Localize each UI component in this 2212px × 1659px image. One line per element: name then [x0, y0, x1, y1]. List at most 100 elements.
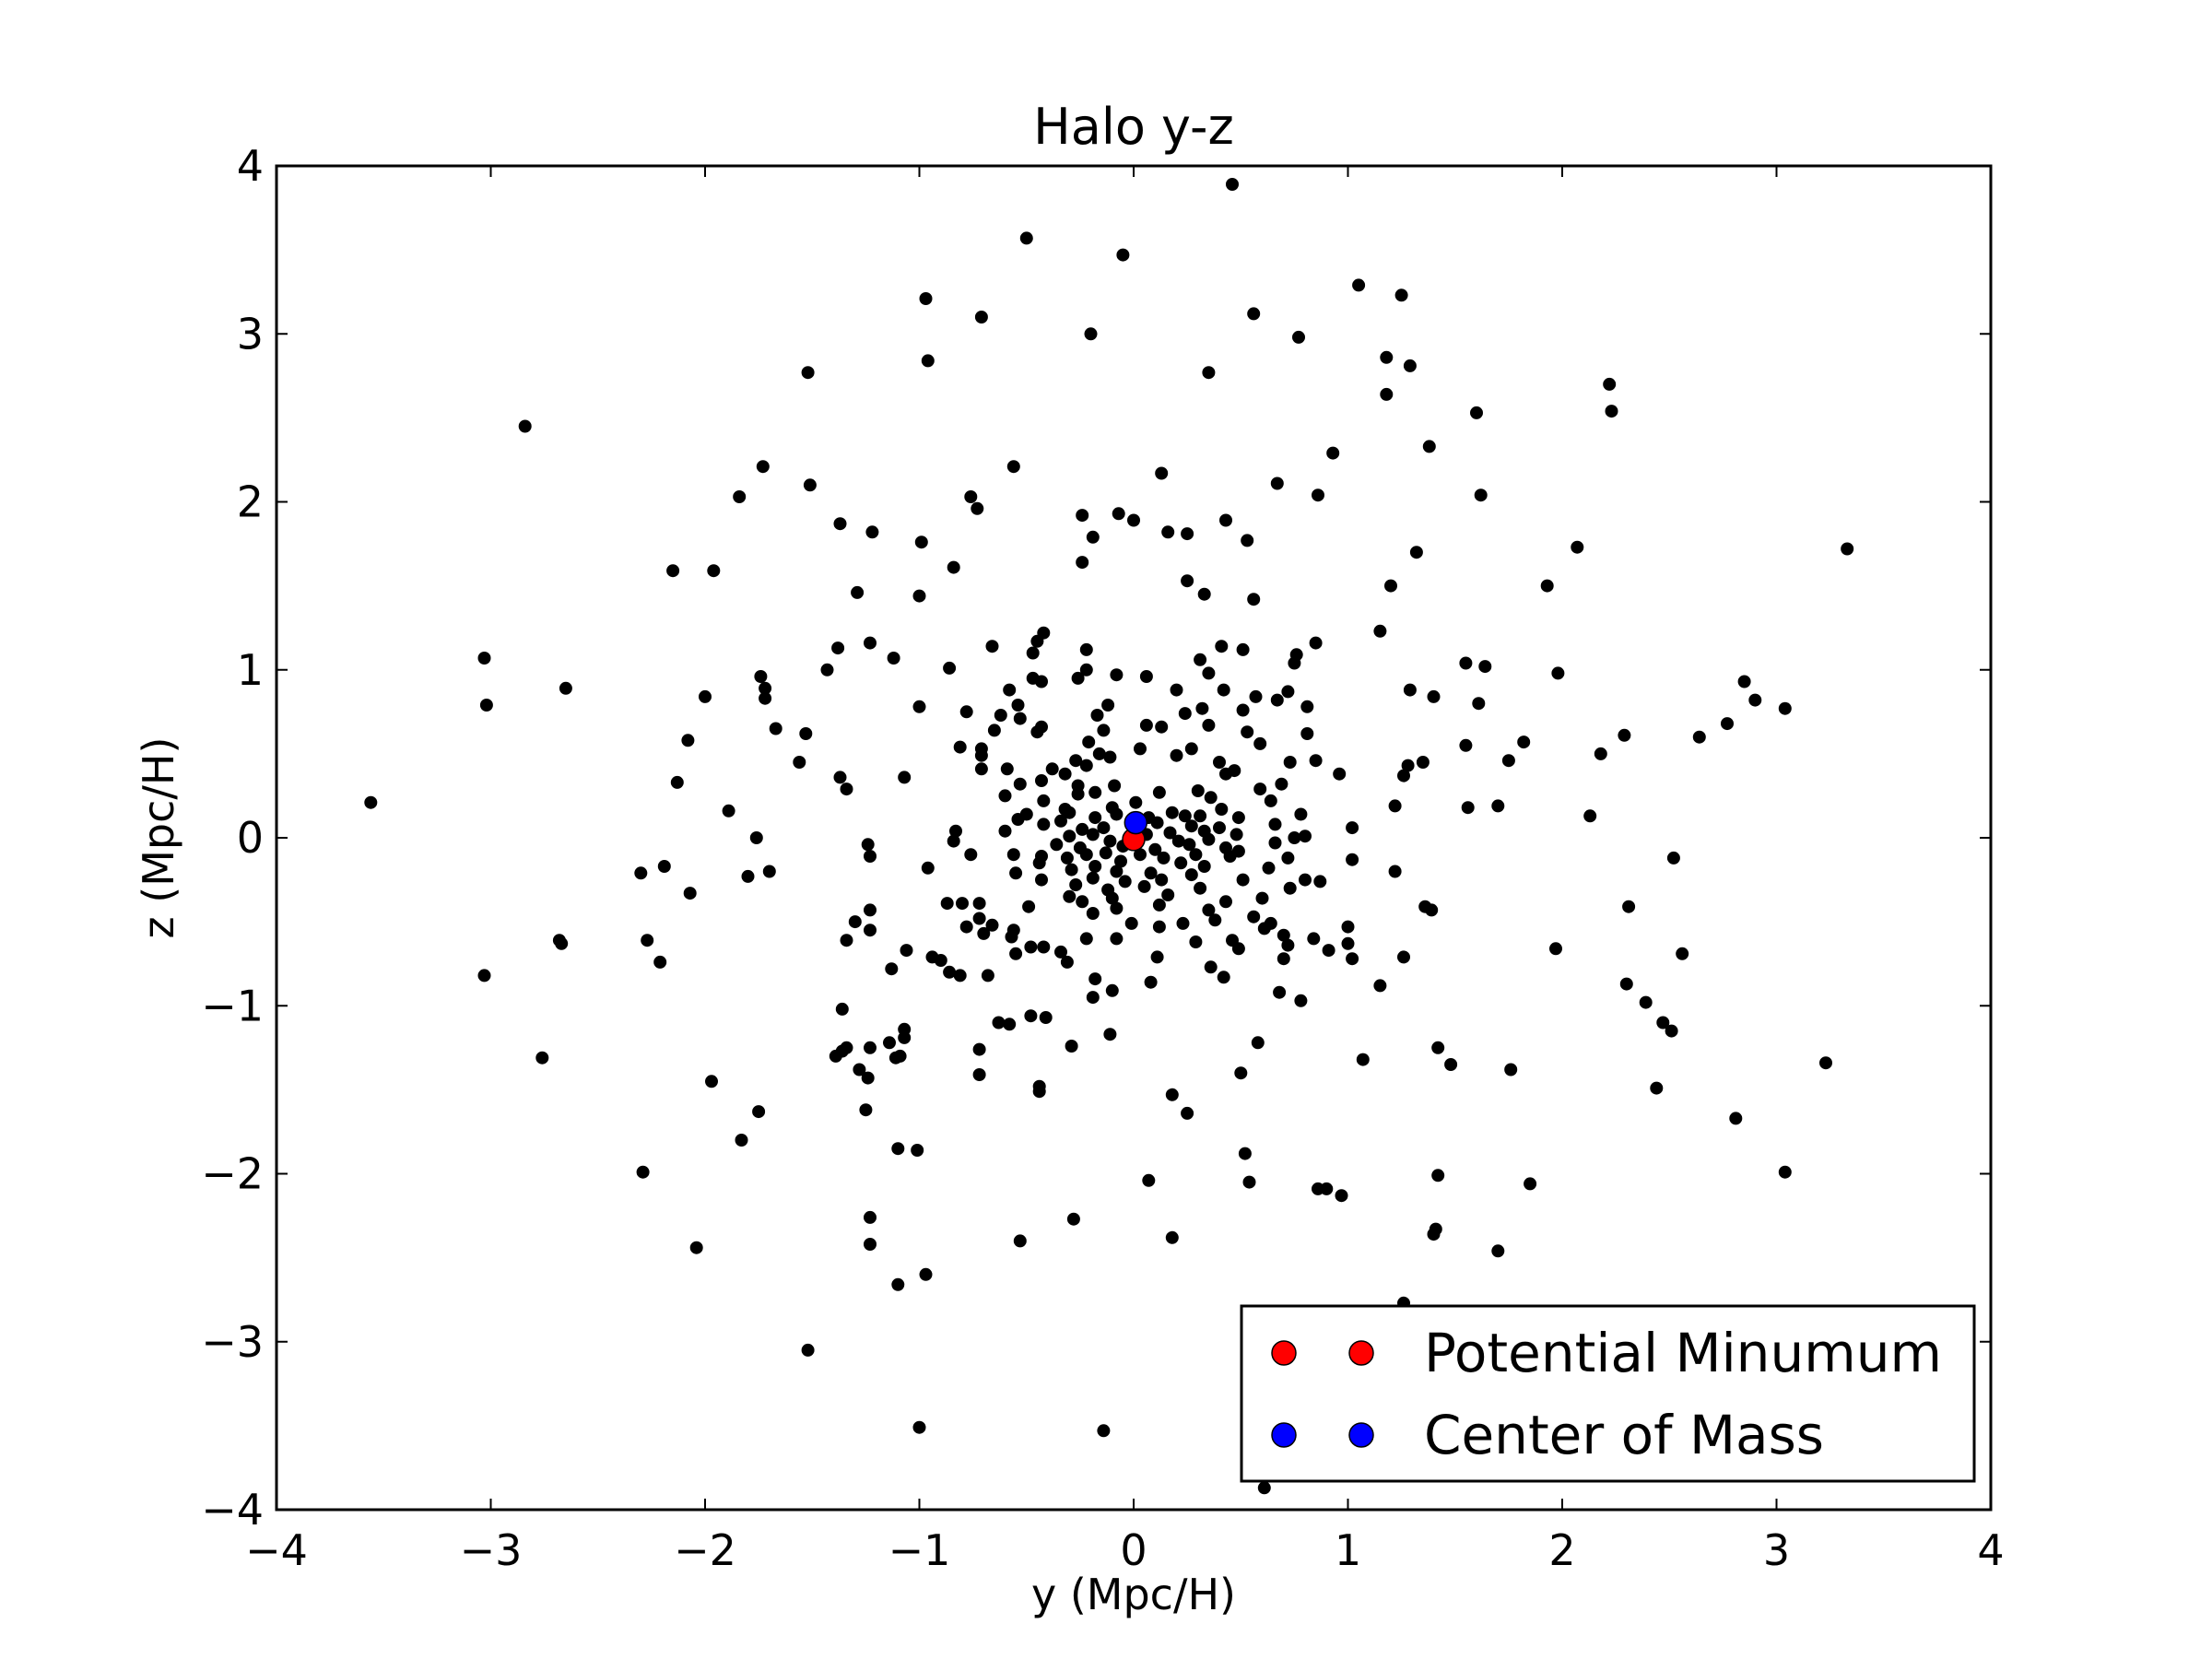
data-point — [1288, 831, 1301, 844]
data-point — [666, 564, 680, 578]
data-point — [1171, 834, 1185, 848]
data-point — [1022, 900, 1036, 913]
legend-label-center-of-mass: Center of Mass — [1424, 1404, 1824, 1466]
data-point — [1155, 466, 1169, 480]
data-point — [912, 1420, 926, 1434]
data-point — [1247, 593, 1261, 606]
data-point — [1217, 971, 1230, 984]
data-point — [1060, 851, 1074, 865]
data-point — [756, 460, 770, 474]
data-point — [1397, 950, 1410, 964]
data-point — [888, 1051, 902, 1065]
data-point — [1079, 759, 1093, 772]
data-point — [1204, 960, 1218, 974]
data-point — [1035, 774, 1048, 787]
data-point — [1219, 767, 1232, 781]
data-point — [1088, 785, 1102, 799]
data-point — [1403, 683, 1417, 697]
data-point — [1474, 488, 1488, 502]
data-point — [1322, 944, 1335, 958]
data-point — [1150, 816, 1164, 830]
data-point — [974, 748, 988, 762]
data-point — [1194, 653, 1207, 666]
data-point — [1459, 738, 1473, 752]
data-point — [1665, 1024, 1678, 1038]
data-point — [1181, 527, 1194, 541]
data-point — [1103, 750, 1117, 764]
data-point — [1335, 1189, 1348, 1203]
data-point — [1079, 932, 1093, 946]
data-point — [1219, 895, 1232, 909]
data-point — [1019, 231, 1033, 245]
data-point — [959, 705, 973, 719]
data-point — [829, 1049, 842, 1063]
data-point — [1144, 975, 1158, 989]
data-point — [801, 366, 815, 380]
data-point — [1178, 707, 1192, 721]
legend-box — [1240, 1304, 1976, 1483]
data-point — [992, 1016, 1006, 1030]
data-point — [919, 1267, 933, 1281]
data-point — [972, 897, 986, 911]
data-point — [1144, 866, 1158, 880]
data-point — [555, 936, 569, 950]
data-point — [1079, 848, 1093, 862]
data-point — [998, 789, 1012, 803]
data-point — [1231, 811, 1245, 825]
data-point — [754, 670, 768, 683]
data-point — [1137, 879, 1151, 893]
data-point — [1388, 865, 1402, 878]
data-point — [1063, 830, 1077, 843]
x-axis-label: y (Mpc/H) — [1031, 1570, 1236, 1619]
data-point — [861, 1071, 875, 1085]
data-point — [885, 962, 899, 976]
data-point — [981, 969, 994, 982]
data-point — [864, 924, 877, 937]
y-tick-label: 4 — [237, 141, 264, 191]
data-point — [964, 490, 978, 503]
data-point — [1174, 856, 1188, 870]
data-point — [891, 1142, 905, 1156]
data-point — [1152, 920, 1166, 934]
data-point — [1189, 935, 1203, 948]
data-point — [1729, 1112, 1743, 1125]
data-point — [1309, 636, 1323, 650]
x-tick-label: 0 — [1120, 1525, 1147, 1575]
data-point — [1236, 642, 1250, 656]
data-point — [535, 1051, 549, 1065]
x-tick-label: 2 — [1548, 1525, 1575, 1575]
data-point — [1076, 895, 1089, 909]
data-point — [1394, 288, 1408, 302]
data-point — [1184, 819, 1198, 833]
data-point — [1622, 900, 1636, 913]
y-tick-label: −3 — [201, 1317, 264, 1367]
data-point — [1013, 1234, 1027, 1248]
data-point — [1148, 842, 1162, 856]
data-point — [1006, 848, 1020, 862]
data-point — [1307, 932, 1321, 946]
data-point — [1011, 699, 1025, 712]
data-point — [1181, 574, 1194, 588]
data-point — [1024, 940, 1038, 954]
data-point — [1050, 838, 1064, 852]
data-point — [1082, 735, 1096, 749]
data-point — [1139, 670, 1153, 683]
data-point — [1110, 668, 1124, 682]
data-point — [1105, 983, 1119, 997]
y-tick-label: 3 — [237, 309, 264, 359]
data-point — [840, 782, 853, 796]
data-point — [964, 848, 978, 862]
data-point — [689, 1241, 703, 1254]
data-point — [1236, 873, 1250, 887]
data-point — [1524, 1177, 1537, 1191]
data-point — [1241, 725, 1254, 739]
data-point — [733, 490, 747, 503]
y-axis-label: z (Mpc/H) — [134, 737, 183, 939]
data-point — [1478, 660, 1492, 674]
data-point — [707, 564, 721, 578]
data-point — [1299, 830, 1312, 843]
data-point — [1076, 822, 1089, 836]
data-point — [1088, 972, 1102, 986]
data-point — [1103, 834, 1117, 848]
legend: Potential Minumum Center of Mass — [1240, 1304, 1976, 1483]
